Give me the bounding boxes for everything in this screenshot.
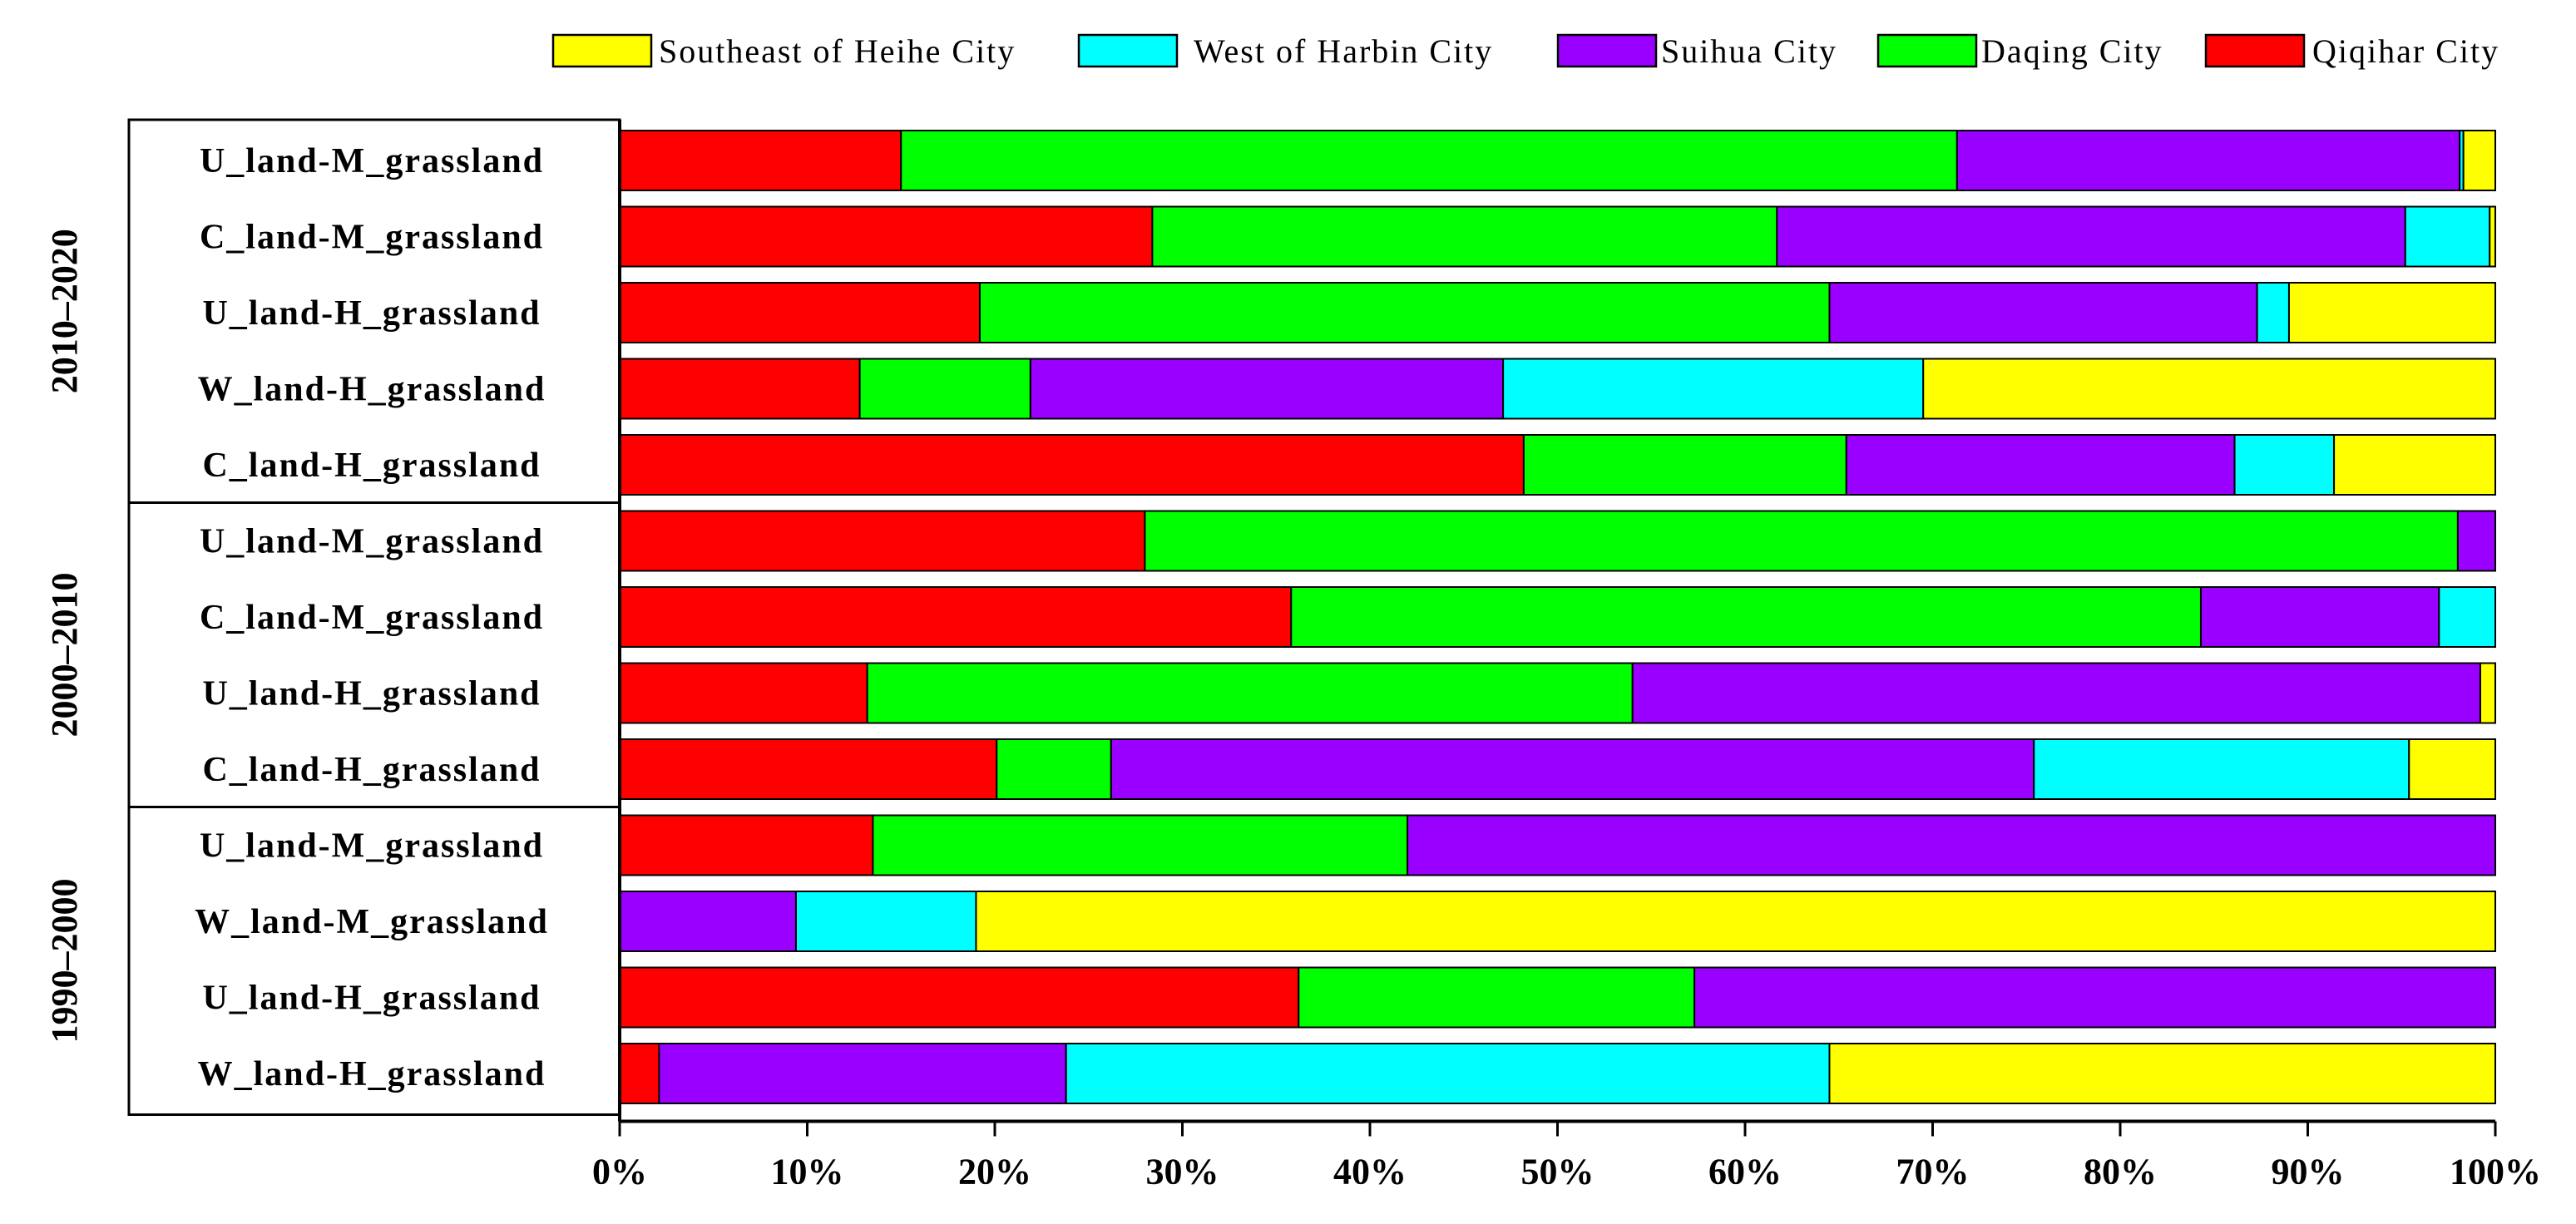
x-axis: 0% 10% 20% 30% 40% 50% 60% 70% 80% 90% 100%	[592, 120, 2541, 1192]
bar-segment-suihua-city	[619, 891, 797, 952]
bar-segment-qiqihar-city	[619, 282, 981, 343]
bar-segment-qiqihar-city	[619, 586, 1293, 648]
bar-segment-daqing-city	[978, 282, 1831, 343]
category-label: C_land-M_grassland	[200, 599, 544, 637]
bar-segment-daqing-city	[900, 130, 1958, 191]
x-tick-label: 40%	[1333, 1152, 1407, 1192]
bar-segment-southeast-of-heihe-city	[2479, 662, 2496, 724]
x-tick-label: 10%	[771, 1152, 844, 1192]
bar-segment-suihua-city	[1029, 358, 1505, 420]
bar-segment-qiqihar-city	[619, 966, 1300, 1029]
bar-segment-southeast-of-heihe-city	[1828, 1043, 2497, 1104]
bar-segment-suihua-city	[2456, 510, 2496, 572]
x-tick-label: 50%	[1521, 1152, 1595, 1192]
bar-segment-daqing-city	[1144, 510, 2459, 572]
legend-swatch-qiqihar-city	[2204, 33, 2306, 68]
bar-segment-west-of-harbin-city	[1502, 358, 1925, 420]
bar-segment-suihua-city	[2199, 586, 2440, 648]
category-label: U_land-M_grassland	[200, 142, 544, 180]
bar-segment-suihua-city	[1631, 662, 2481, 724]
bar-segment-west-of-harbin-city	[2404, 205, 2491, 268]
bar-segment-qiqihar-city	[619, 358, 861, 420]
category-label: U_land-H_grassland	[202, 294, 541, 333]
bar-segment-qiqihar-city	[619, 205, 1154, 268]
bar-segment-daqing-city	[1522, 434, 1847, 496]
bar-segment-west-of-harbin-city	[794, 891, 977, 952]
bar-segment-suihua-city	[1776, 205, 2406, 268]
bar-segment-suihua-city	[1110, 738, 2035, 800]
bar-segment-southeast-of-heihe-city	[2333, 434, 2497, 496]
category-label: C_land-H_grassland	[202, 751, 541, 789]
bars	[619, 130, 2497, 1104]
legend-swatch-suihua-city	[1556, 33, 1658, 68]
bar-segment-west-of-harbin-city	[2233, 434, 2336, 496]
group-label: 2000–2010	[44, 573, 85, 738]
category-label: C_land-M_grassland	[200, 219, 544, 257]
bar-segment-daqing-city	[872, 814, 1409, 876]
legend-label-west-of-harbin-city: West of Harbin City	[1194, 32, 1493, 70]
row-label-panel: U_land-M_grassland C_land-M_grassland U_la…	[44, 118, 621, 1116]
category-label: U_land-M_grassland	[200, 827, 544, 866]
bar-segment-qiqihar-city	[619, 434, 1525, 496]
x-tick-label: 30%	[1146, 1152, 1219, 1192]
category-label: C_land-H_grassland	[202, 447, 541, 485]
x-tick-label: 80%	[2084, 1152, 2157, 1192]
bar-segment-southeast-of-heihe-city	[2408, 738, 2497, 800]
bar-segment-suihua-city	[658, 1043, 1067, 1104]
bar-segment-suihua-city	[1828, 282, 2258, 343]
bar-segment-daqing-city	[858, 358, 1031, 420]
bar-segment-qiqihar-city	[619, 738, 998, 800]
bar-segment-qiqihar-city	[619, 510, 1146, 572]
x-tick-label: 90%	[2272, 1152, 2345, 1192]
bar-segment-west-of-harbin-city	[2033, 738, 2410, 800]
bar-segment-qiqihar-city	[619, 814, 874, 876]
bar-segment-qiqihar-city	[619, 130, 902, 191]
legend-label-qiqihar-city: Qiqihar City	[2312, 32, 2499, 70]
bar-segment-west-of-harbin-city	[2256, 282, 2290, 343]
bar-segment-west-of-harbin-city	[2438, 586, 2497, 648]
x-tick-label: 20%	[958, 1152, 1031, 1192]
legend: Southeast of Heihe City West of Harbin Ci…	[551, 32, 2499, 70]
x-tick-label: 60%	[1708, 1152, 1782, 1192]
legend-label-suihua-city: Suihua City	[1661, 32, 1837, 70]
bar-segment-suihua-city	[1955, 130, 2461, 191]
category-label: W_land-M_grassland	[195, 903, 549, 941]
legend-swatch-daqing-city	[1876, 33, 1978, 68]
bar-segment-southeast-of-heihe-city	[2287, 282, 2496, 343]
legend-label-southeast-of-heihe-city: Southeast of Heihe City	[659, 32, 1016, 70]
category-label: U_land-M_grassland	[200, 523, 544, 561]
group-label: 1990–2000	[44, 879, 85, 1044]
bar-segment-suihua-city	[1407, 814, 2496, 876]
bar-segment-southeast-of-heihe-city	[1922, 358, 2497, 420]
bar-segment-qiqihar-city	[619, 662, 868, 724]
bar-segment-west-of-harbin-city	[1065, 1043, 1831, 1104]
category-label: W_land-H_grassland	[198, 371, 546, 409]
group-label: 2010–2020	[44, 229, 85, 393]
bar-segment-daqing-city	[996, 738, 1112, 800]
x-tick-label: 0%	[592, 1152, 647, 1192]
category-label: U_land-H_grassland	[202, 980, 541, 1018]
x-tick-label: 70%	[1896, 1152, 1970, 1192]
bar-segment-daqing-city	[1298, 966, 1696, 1029]
bar-segment-suihua-city	[1693, 966, 2496, 1029]
bar-segment-qiqihar-city	[619, 1043, 660, 1104]
bar-segment-daqing-city	[1151, 205, 1778, 268]
legend-swatch-southeast-of-heihe-city	[551, 33, 653, 68]
bar-segment-daqing-city	[1290, 586, 2202, 648]
legend-label-daqing-city: Daqing City	[1981, 32, 2163, 70]
category-label: U_land-H_grassland	[202, 675, 541, 713]
legend-swatch-west-of-harbin-city	[1077, 33, 1179, 68]
bar-segment-suihua-city	[1845, 434, 2236, 496]
bar-segment-daqing-city	[866, 662, 1634, 724]
bar-segment-southeast-of-heihe-city	[2462, 130, 2497, 191]
bar-segment-southeast-of-heihe-city	[2489, 205, 2497, 268]
x-tick-label: 100%	[2450, 1152, 2541, 1192]
category-label: W_land-H_grassland	[198, 1055, 546, 1093]
bar-segment-southeast-of-heihe-city	[975, 891, 2496, 952]
